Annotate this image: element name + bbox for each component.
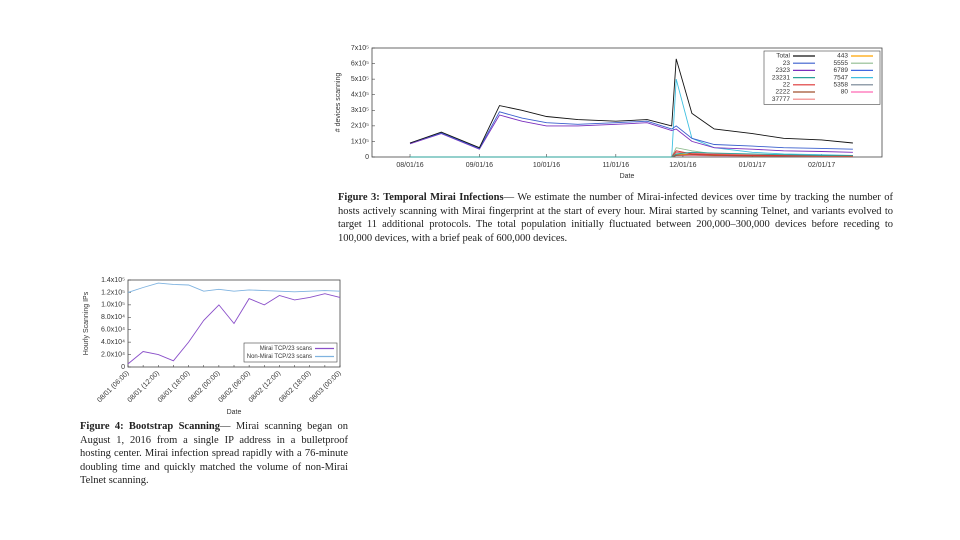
y-tick-label: 1.4x10⁵ [101, 277, 125, 284]
x-tick-label: 08/03 (00:00) [308, 370, 342, 404]
y-tick-label: 8.0x10⁴ [101, 314, 125, 321]
caption-label: Figure 4: [80, 421, 124, 432]
figure-caption: Figure 4: Bootstrap Scanning— Mirai scan… [80, 420, 348, 488]
x-axis-label: Date [227, 409, 242, 416]
caption-title: Bootstrap Scanning [128, 421, 221, 432]
y-tick-label: 3x10⁵ [351, 107, 369, 114]
x-tick-label: 02/01/17 [808, 162, 835, 169]
y-tick-label: 1.0x10⁵ [101, 302, 125, 309]
series-line [410, 151, 853, 158]
legend-label: 22 [783, 82, 791, 89]
legend-label: 2323 [776, 67, 791, 74]
x-tick-label: 11/01/16 [602, 162, 629, 169]
legend-label: 37777 [772, 96, 790, 103]
legend-label: Total [776, 53, 790, 60]
series-line [127, 282, 341, 293]
series-line [409, 114, 853, 153]
series-line [409, 111, 853, 150]
series-line [127, 293, 341, 365]
temporal-chart: 0 1x10⁵ 2x10⁵ 3x10⁵ 4x10⁵ 5x10⁵ 6x10⁵ 7x10⁵ 08/0… [335, 45, 883, 180]
y-tick-label: 0 [121, 364, 125, 371]
caption-title: Temporal Mirai Infections [383, 192, 504, 203]
y-tick-label: 7x10⁵ [351, 45, 369, 52]
x-tick-label: 09/01/16 [466, 162, 493, 169]
legend-label: 23231 [772, 74, 790, 81]
caption-text: — We estimate the number of Mirai-infect… [338, 192, 893, 244]
y-tick-label: 0 [365, 154, 369, 161]
x-tick-label: 01/01/17 [739, 162, 766, 169]
figure-caption: Figure 3: Temporal Mirai Infections— We … [338, 191, 893, 245]
legend-label: 6789 [834, 67, 849, 74]
caption-text: — Mirai scanning began on August 1, 2016… [80, 421, 348, 486]
legend-label: 5555 [834, 60, 849, 67]
x-tick-label: 12/01/16 [669, 162, 696, 169]
y-tick-label: 4x10⁵ [351, 92, 369, 99]
legend-label: 23 [783, 60, 791, 67]
series-line [409, 58, 853, 149]
y-tick-label: 2.0x10⁴ [101, 351, 125, 358]
legend-label: 2222 [776, 89, 791, 96]
caption-label: Figure 3: [338, 192, 380, 203]
y-tick-label: 1x10⁵ [351, 138, 369, 145]
y-axis-label: # devices scanning [335, 73, 342, 133]
legend-box [243, 342, 338, 363]
x-tick-label: 10/01/16 [533, 162, 560, 169]
x-axis-label: Date [620, 173, 635, 180]
y-axis-label: Hourly Scanning IPs [83, 291, 90, 355]
y-tick-label: 4.0x10⁴ [101, 339, 125, 346]
legend-label: 7547 [834, 74, 849, 81]
y-tick-label: 6x10⁵ [351, 60, 369, 67]
y-tick-label: 6.0x10⁴ [101, 327, 125, 334]
legend-label: Non-Mirai TCP/23 scans [247, 354, 312, 360]
legend-label: Mirai TCP/23 scans [260, 346, 312, 352]
legend-label: 443 [837, 53, 848, 60]
y-tick-label: 5x10⁵ [351, 76, 369, 83]
x-tick-label: 08/01/16 [396, 162, 423, 169]
legend-label: 80 [841, 89, 849, 96]
y-tick-label: 1.2x10⁵ [101, 289, 125, 296]
legend-label: 5358 [834, 82, 849, 89]
bootstrap-chart: 0 2.0x10⁴ 4.0x10⁴ 6.0x10⁴ 8.0x10⁴ 1.0x10⁵ 1.2x… [83, 277, 343, 416]
y-tick-label: 2x10⁵ [351, 123, 369, 130]
